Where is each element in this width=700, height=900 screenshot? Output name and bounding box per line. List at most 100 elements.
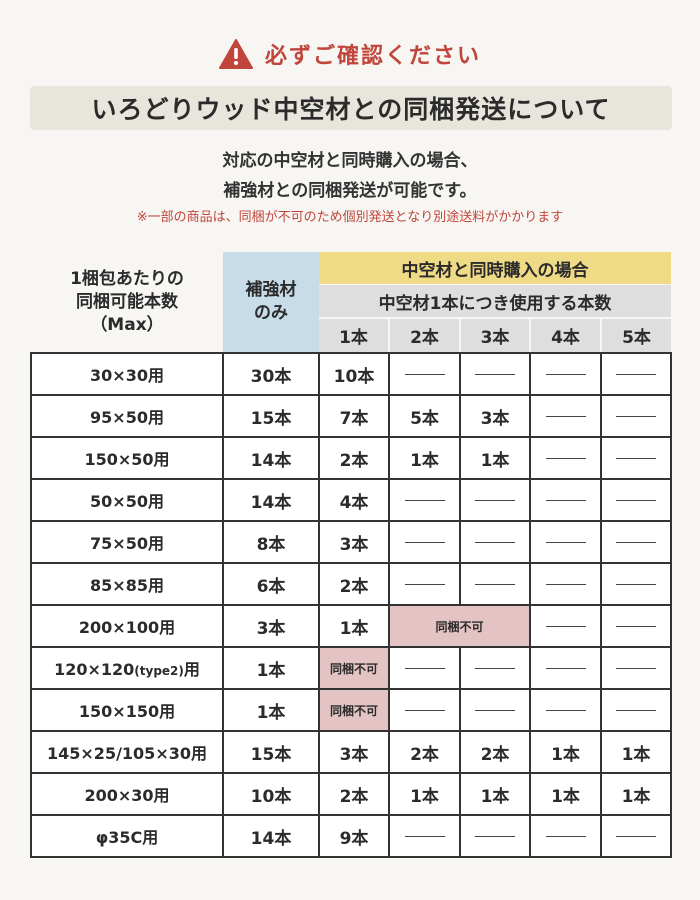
row-solo: 15本: [222, 394, 320, 438]
row-product: 50×50用: [30, 478, 224, 522]
row-c4: [529, 688, 602, 732]
row-c5: [599, 436, 673, 480]
row-product: 150×150用: [30, 688, 224, 732]
row-c3: [459, 478, 531, 522]
description-line-2: 補強材との同梱発送が可能です。: [223, 181, 477, 201]
row-c1: 4本: [318, 478, 390, 522]
row-c5: [599, 562, 673, 606]
row-product: 145×25/105×30用: [30, 730, 224, 774]
table-row: φ35C用 14本 9本: [30, 814, 673, 858]
dash-mark: [545, 583, 586, 585]
row-c5: [599, 604, 673, 648]
row-not-bundleable: 同梱不可: [318, 688, 390, 732]
row-c3: 1本: [459, 436, 531, 480]
header-left-line-2: 同梱可能本数: [76, 291, 178, 312]
row-c5: [599, 394, 673, 438]
row-product: 85×85用: [30, 562, 224, 606]
dash-mark: [545, 415, 586, 417]
table-row: 120×120(type2)用 1本 同梱不可: [30, 646, 673, 690]
dash-mark: [545, 625, 586, 627]
dash-mark: [404, 583, 445, 585]
row-product: 200×100用: [30, 604, 224, 648]
row-c4: 1本: [529, 772, 602, 816]
header-max-count: 1梱包あたりの 同梱可能本数 （Max）: [31, 252, 223, 354]
header-count-5: 5本: [599, 317, 672, 354]
row-c4: [529, 562, 602, 606]
table-row: 95×50用 15本 7本 5本 3本: [30, 394, 673, 438]
dash-mark: [404, 373, 445, 375]
dash-mark: [616, 667, 657, 669]
row-c1: 9本: [318, 814, 390, 858]
row-c2: 5本: [388, 394, 461, 438]
row-c5: 1本: [599, 772, 673, 816]
row-c3: 3本: [459, 394, 531, 438]
header-combo-purchase: 中空材と同時購入の場合: [319, 252, 672, 285]
table-row: 30×30用 30本 10本: [30, 352, 673, 396]
dash-mark: [475, 373, 515, 375]
row-c5: [599, 814, 673, 858]
row-solo: 1本: [222, 646, 320, 690]
row-c1: 2本: [318, 772, 390, 816]
table-row: 150×150用 1本 同梱不可: [30, 688, 673, 732]
table-row: 50×50用 14本 4本: [30, 478, 673, 522]
row-c3: [459, 646, 531, 690]
dash-mark: [404, 667, 445, 669]
dash-mark: [616, 709, 657, 711]
dash-mark: [545, 835, 586, 837]
row-c2: [388, 646, 461, 690]
row-c4: [529, 520, 602, 564]
row-c2: [388, 520, 461, 564]
dash-mark: [404, 709, 445, 711]
dash-mark: [545, 373, 586, 375]
row-c5: [599, 352, 673, 396]
row-not-bundleable: 同梱不可: [388, 604, 531, 648]
row-product: 120×120(type2)用: [30, 646, 224, 690]
row-c2: [388, 352, 461, 396]
row-product: 200×30用: [30, 772, 224, 816]
row-c2: [388, 814, 461, 858]
row-c5: [599, 646, 673, 690]
row-c4: [529, 436, 602, 480]
dash-mark: [404, 541, 445, 543]
dash-mark: [616, 457, 657, 459]
row-c2: [388, 688, 461, 732]
row-c1: 3本: [318, 730, 390, 774]
row-c4: [529, 352, 602, 396]
row-product: 75×50用: [30, 520, 224, 564]
header-left-line-1: 1梱包あたりの: [70, 268, 184, 289]
row-solo: 3本: [222, 604, 320, 648]
dash-mark: [545, 457, 586, 459]
row-c3: [459, 520, 531, 564]
row-solo: 14本: [222, 436, 320, 480]
row-c4: 1本: [529, 730, 602, 774]
dash-mark: [545, 541, 586, 543]
row-solo: 30本: [222, 352, 320, 396]
row-product: 30×30用: [30, 352, 224, 396]
row-c5: [599, 520, 673, 564]
warning-triangle-icon: [218, 39, 253, 69]
row-c3: [459, 814, 531, 858]
row-c1: 2本: [318, 562, 390, 606]
row-solo: 1本: [222, 688, 320, 732]
dash-mark: [475, 667, 515, 669]
header-reinforcement-only: 補強材 のみ: [223, 252, 319, 354]
row-c3: 2本: [459, 730, 531, 774]
row-product: 150×50用: [30, 436, 224, 480]
row-c2: 1本: [388, 772, 461, 816]
header-count-4: 4本: [529, 317, 601, 354]
dash-mark: [404, 499, 445, 501]
dash-mark: [404, 835, 445, 837]
header-combo-sub: 中空材1本につき使用する本数: [319, 284, 672, 318]
dash-mark: [475, 541, 515, 543]
row-c4: [529, 478, 602, 522]
row-product-suffix: 用: [183, 660, 200, 679]
header-count-3: 3本: [459, 317, 530, 354]
header-solo-line-1: 補強材: [245, 280, 297, 300]
row-c2: 2本: [388, 730, 461, 774]
dash-mark: [475, 709, 515, 711]
header-solo-line-2: のみ: [254, 303, 288, 323]
dash-mark: [616, 583, 657, 585]
warning-text: 必ずご確認ください: [264, 44, 481, 69]
table-row: 85×85用 6本 2本: [30, 562, 673, 606]
header-count-2: 2本: [388, 317, 460, 354]
